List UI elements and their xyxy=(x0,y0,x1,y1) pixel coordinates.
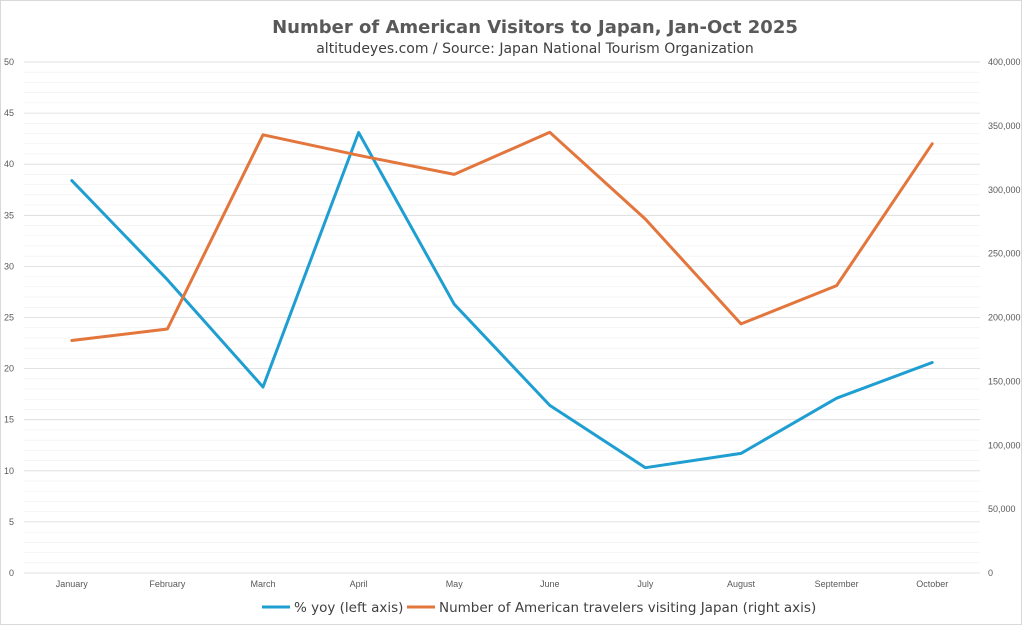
right-tick-label: 200,000 xyxy=(988,313,1021,323)
left-tick-label: 5 xyxy=(9,517,14,527)
x-tick-label: October xyxy=(916,579,948,589)
left-tick-label: 15 xyxy=(4,415,14,425)
x-tick-label: August xyxy=(727,579,756,589)
data-point-yoy xyxy=(931,361,934,364)
series-line-yoy xyxy=(70,131,934,470)
data-point-travelers xyxy=(548,131,551,134)
x-tick-label: April xyxy=(350,579,368,589)
right-tick-label: 400,000 xyxy=(988,57,1021,67)
series-line-travelers xyxy=(70,130,934,342)
right-tick-label: 300,000 xyxy=(988,185,1021,195)
left-axis-ticks: 0 5 10 15 20 25 30 35 40 45 50 xyxy=(4,57,14,578)
x-tick-label: March xyxy=(250,579,275,589)
data-point-yoy xyxy=(453,303,456,306)
right-axis-ticks: 0 50,000 100,000 150,000 200,000 250,000 300,0… xyxy=(988,57,1021,578)
data-point-yoy xyxy=(262,385,265,388)
left-tick-label: 30 xyxy=(4,261,14,271)
right-tick-label: 250,000 xyxy=(988,249,1021,259)
left-tick-label: 20 xyxy=(4,364,14,374)
left-tick-label: 25 xyxy=(4,313,14,323)
data-point-yoy xyxy=(70,179,73,182)
left-tick-label: 35 xyxy=(4,210,14,220)
right-tick-label: 0 xyxy=(988,568,993,578)
data-point-yoy xyxy=(740,452,743,455)
data-point-travelers xyxy=(453,173,456,176)
data-point-travelers xyxy=(166,327,169,330)
chart-title: Number of American Visitors to Japan, Ja… xyxy=(272,17,798,38)
data-point-yoy xyxy=(835,397,838,400)
data-point-travelers xyxy=(70,339,73,342)
data-point-travelers xyxy=(931,142,934,145)
data-point-travelers xyxy=(357,154,360,157)
left-tick-label: 0 xyxy=(9,568,14,578)
data-point-yoy xyxy=(357,131,360,134)
x-tick-label: May xyxy=(446,579,464,589)
x-tick-label: February xyxy=(149,579,186,589)
data-point-travelers xyxy=(644,218,647,221)
left-tick-label: 50 xyxy=(4,57,14,67)
right-tick-label: 100,000 xyxy=(988,440,1021,450)
right-tick-label: 350,000 xyxy=(988,121,1021,131)
legend-label-travelers: Number of American travelers visiting Ja… xyxy=(439,600,816,616)
left-tick-label: 40 xyxy=(4,159,14,169)
data-point-travelers xyxy=(262,133,265,136)
right-tick-label: 150,000 xyxy=(988,376,1021,386)
x-tick-label: June xyxy=(540,579,560,589)
data-point-yoy xyxy=(644,466,647,469)
x-tick-label: September xyxy=(815,579,859,589)
right-tick-label: 50,000 xyxy=(988,504,1016,514)
legend: % yoy (left axis) Number of American tra… xyxy=(262,600,816,616)
chart-subtitle: altitudeyes.com / Source: Japan National… xyxy=(316,41,754,57)
x-tick-label: January xyxy=(56,579,89,589)
left-tick-label: 45 xyxy=(4,108,14,118)
series-group xyxy=(70,130,934,470)
data-point-travelers xyxy=(740,322,743,325)
data-point-yoy xyxy=(166,278,169,281)
left-tick-label: 10 xyxy=(4,466,14,476)
gridlines xyxy=(24,61,980,574)
data-point-yoy xyxy=(548,404,551,407)
x-axis-ticks: January February March April May June July Augu… xyxy=(56,579,948,589)
x-tick-label: July xyxy=(637,579,654,589)
legend-label-yoy: % yoy (left axis) xyxy=(294,600,403,616)
data-point-travelers xyxy=(835,284,838,287)
